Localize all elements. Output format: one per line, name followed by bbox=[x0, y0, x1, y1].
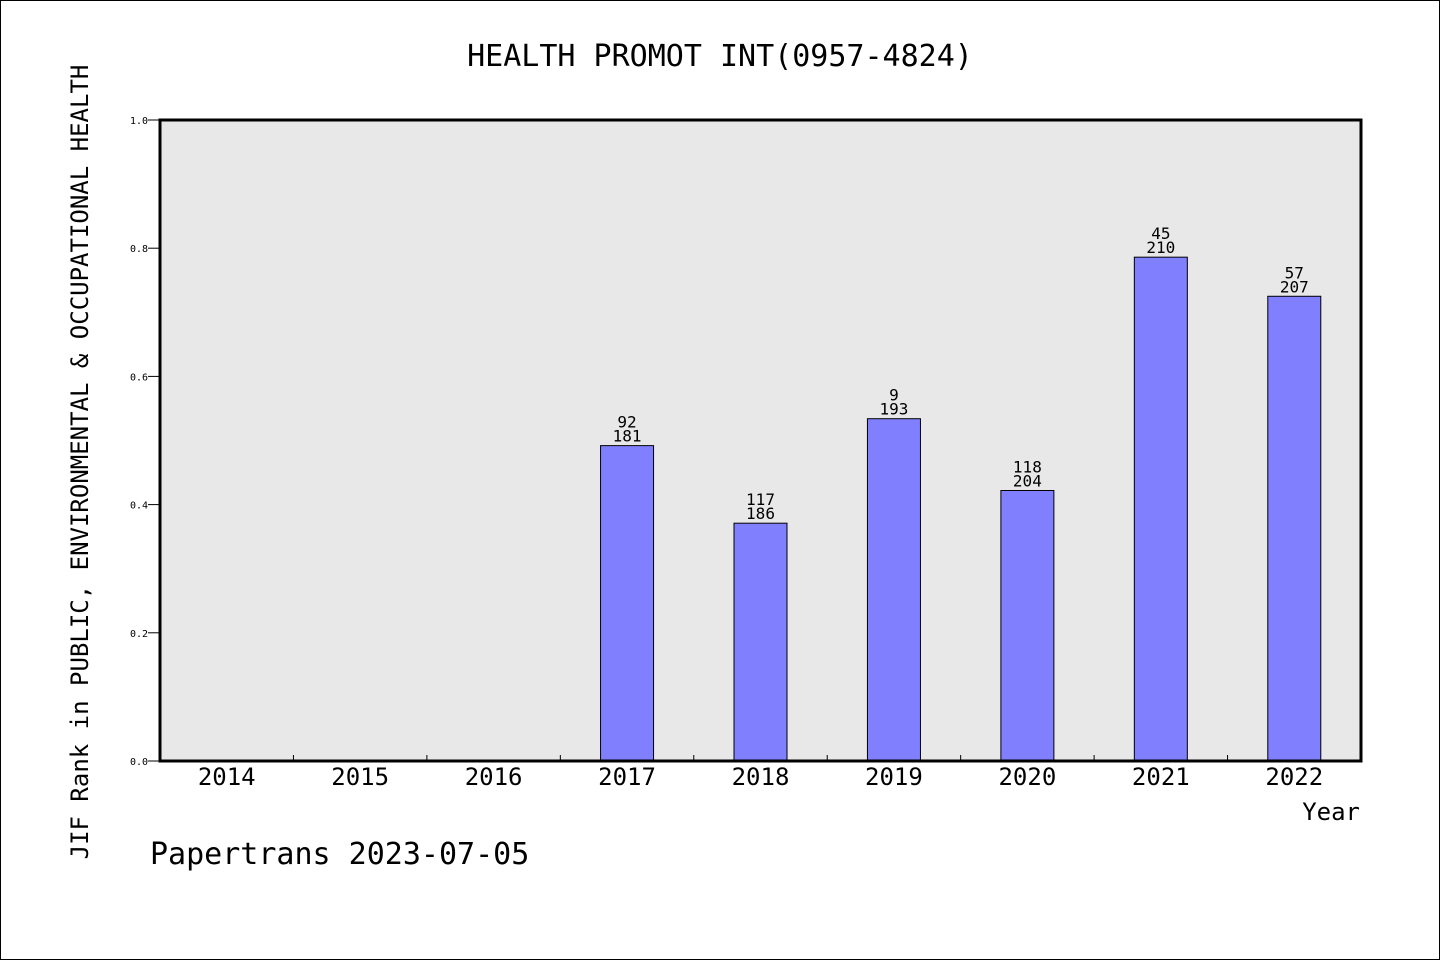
y-tick-label: 0.2 bbox=[130, 629, 148, 640]
bar-total-label: 210 bbox=[1146, 238, 1175, 257]
bar-rank-label: 118 bbox=[1013, 457, 1042, 476]
x-tick-label: 2015 bbox=[331, 763, 389, 791]
x-tick-label: 2021 bbox=[1132, 763, 1190, 791]
x-tick-label: 2018 bbox=[732, 763, 790, 791]
y-tick-label: 1.0 bbox=[130, 116, 148, 127]
y-tick-label: 0.4 bbox=[130, 501, 148, 512]
footer-credit: Papertrans 2023-07-05 bbox=[150, 837, 529, 872]
x-axis-label: Year bbox=[1302, 798, 1360, 826]
x-tick-label: 2017 bbox=[598, 763, 656, 791]
bar-rank-label: 92 bbox=[617, 413, 636, 432]
y-tick-label: 0.0 bbox=[130, 757, 148, 768]
y-tick-label: 0.8 bbox=[130, 244, 148, 255]
ticks-group: 0.0 0.2 0.4 0.6 0.8 1.0 2014 2015 2016 2017 2018 20… bbox=[130, 116, 1323, 791]
bar bbox=[600, 445, 655, 762]
bar-rank-label: 45 bbox=[1151, 224, 1170, 243]
y-tick-label: 0.6 bbox=[130, 372, 148, 383]
bar bbox=[866, 418, 921, 762]
y-axis-label: JIF Rank in PUBLIC, ENVIRONMENTAL & OCCU… bbox=[66, 65, 94, 860]
x-tick-label: 2014 bbox=[198, 763, 256, 791]
x-tick-label: 2022 bbox=[1265, 763, 1323, 791]
x-tick-label: 2020 bbox=[998, 763, 1056, 791]
bar-total-label: 186 bbox=[746, 504, 775, 523]
bar bbox=[733, 522, 788, 762]
bar bbox=[1267, 295, 1322, 762]
bar-total-label: 204 bbox=[1013, 471, 1042, 490]
bar-rank-label: 117 bbox=[746, 490, 775, 509]
bar bbox=[1000, 489, 1055, 762]
bar-total-label: 207 bbox=[1280, 277, 1309, 296]
plot-border bbox=[158, 118, 1363, 763]
x-tick-label: 2019 bbox=[865, 763, 923, 791]
bar-total-label: 193 bbox=[879, 400, 908, 419]
x-tick-label: 2016 bbox=[465, 763, 523, 791]
bar-rank-label: 9 bbox=[889, 386, 899, 405]
chart-title: HEALTH PROMOT INT(0957-4824) bbox=[467, 39, 973, 74]
bar-rank-label: 57 bbox=[1285, 263, 1304, 282]
bar bbox=[1133, 256, 1188, 762]
bar-total-label: 181 bbox=[613, 427, 642, 446]
